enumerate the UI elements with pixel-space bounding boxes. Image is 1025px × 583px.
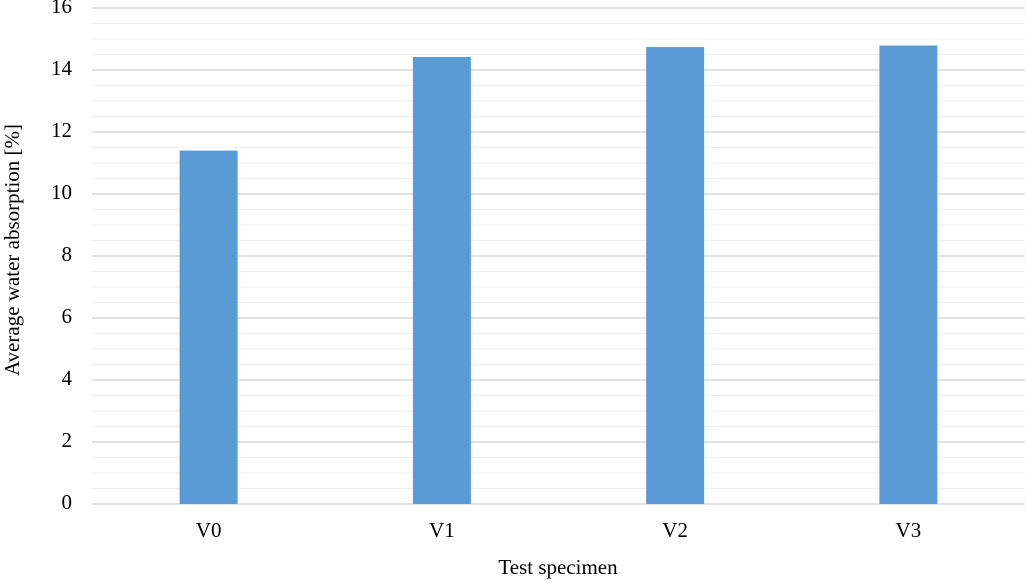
bar	[179, 150, 238, 504]
x-tick-label: V2	[662, 518, 688, 542]
y-tick-label: 14	[51, 56, 73, 80]
bar	[646, 47, 705, 505]
x-tick-label: V3	[896, 518, 922, 542]
y-tick-label: 2	[62, 428, 73, 452]
y-tick-label: 6	[62, 304, 73, 328]
y-tick-label: 10	[51, 180, 72, 204]
y-tick-label: 8	[62, 242, 73, 266]
bar	[412, 56, 471, 504]
x-tick-label: V1	[429, 518, 455, 542]
x-axis-label: Test specimen	[498, 555, 618, 579]
y-tick-label: 4	[62, 366, 73, 390]
y-tick-label: 12	[51, 118, 72, 142]
y-axis-label: Average water absorption [%]	[0, 124, 24, 376]
y-tick-label: 0	[62, 490, 73, 514]
bar	[879, 45, 938, 504]
y-tick-label: 16	[51, 0, 72, 18]
x-tick-label: V0	[196, 518, 222, 542]
